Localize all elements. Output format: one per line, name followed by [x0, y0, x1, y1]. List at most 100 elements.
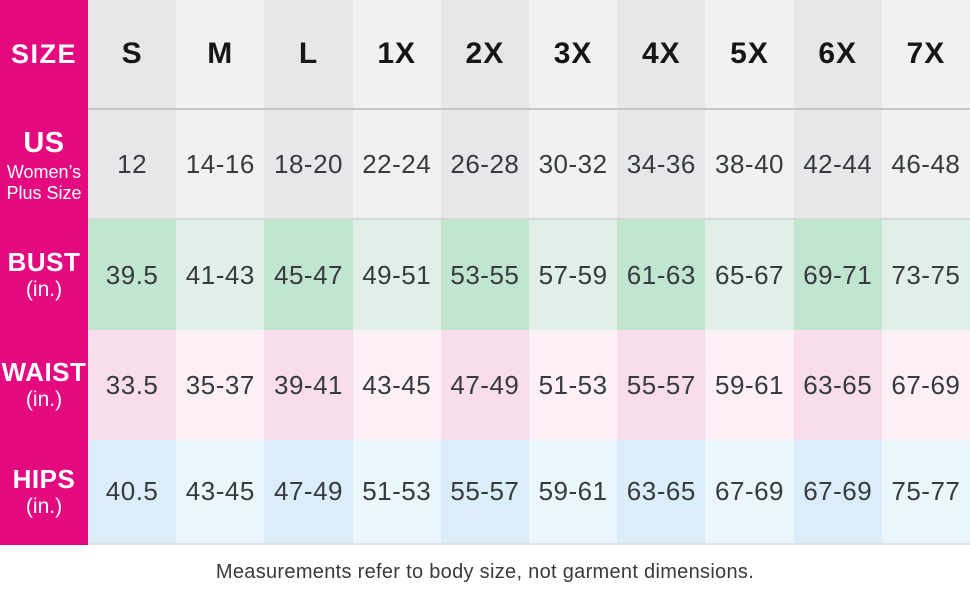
caption: Measurements refer to body size, not gar… [215, 561, 755, 583]
cell-value: 43-45 [362, 369, 432, 400]
column-header-3x: 3X [528, 0, 618, 110]
cell-value: 61-63 [626, 259, 696, 290]
cell-hips-5x: 67-69 [705, 440, 794, 545]
cell-value: 65-67 [714, 259, 784, 290]
cell-value: 51-53 [538, 369, 608, 400]
column-header-4x: 4X [617, 0, 706, 110]
cell-us-5x: 38-40 [705, 110, 794, 220]
cell-value: 45-47 [273, 259, 343, 290]
cell-hips-7x: 75-77 [881, 440, 970, 545]
row-header-us-sub: Women’s Plus Size [6, 161, 82, 203]
cell-value: 41-43 [185, 259, 255, 290]
cell-us-4x: 34-36 [617, 110, 706, 220]
column-header-label: 7X [906, 37, 946, 70]
cell-waist-m: 35-37 [176, 330, 265, 440]
cell-value: 57-59 [538, 259, 608, 290]
cell-value: 67-69 [891, 369, 961, 400]
cell-value: 39-41 [273, 369, 343, 400]
cell-bust-m: 41-43 [176, 220, 265, 330]
cell-hips-l: 47-49 [264, 440, 353, 545]
column-header-label: 4X [641, 37, 681, 70]
cell-value: 26-28 [450, 148, 520, 179]
cell-bust-6x: 69-71 [793, 220, 882, 330]
column-header-label: M [207, 37, 234, 70]
cell-value: 14-16 [185, 148, 255, 179]
cell-value: 53-55 [450, 259, 520, 290]
cell-us-3x: 30-32 [528, 110, 618, 220]
row-header-bust-sub: (in.) [25, 277, 63, 301]
cell-value: 34-36 [626, 148, 696, 179]
row-header-hips-main: HIPS [12, 464, 76, 495]
column-header-label: 3X [553, 37, 593, 70]
cell-bust-5x: 65-67 [705, 220, 794, 330]
cell-value: 46-48 [891, 148, 961, 179]
column-header-5x: 5X [705, 0, 794, 110]
column-header-label: S [121, 37, 143, 70]
cell-value: 67-69 [714, 476, 784, 506]
column-header-m: M [176, 0, 265, 110]
row-header-waist: WAIST (in.) [0, 330, 88, 440]
cell-value: 12 [117, 148, 148, 179]
cell-value: 18-20 [273, 148, 343, 179]
cell-us-m: 14-16 [176, 110, 265, 220]
cell-bust-2x: 53-55 [440, 220, 529, 330]
column-header-label: L [298, 37, 319, 70]
cell-value: 69-71 [803, 259, 873, 290]
cell-value: 55-57 [626, 369, 696, 400]
cell-value: 63-65 [803, 369, 873, 400]
cell-bust-4x: 61-63 [617, 220, 706, 330]
cell-hips-1x: 51-53 [352, 440, 441, 545]
cell-waist-2x: 47-49 [440, 330, 529, 440]
column-header-7x: 7X [881, 0, 970, 110]
cell-value: 30-32 [538, 148, 608, 179]
row-header-us-main: US [23, 126, 65, 159]
cell-waist-l: 39-41 [264, 330, 353, 440]
column-header-label: 5X [730, 37, 769, 70]
cell-bust-1x: 49-51 [352, 220, 441, 330]
cell-us-1x: 22-24 [352, 110, 441, 220]
column-header-s: S [88, 0, 177, 110]
cell-value: 75-77 [891, 476, 961, 506]
row-header-bust-main: BUST [7, 246, 81, 277]
cell-value: 73-75 [891, 259, 961, 290]
cell-value: 59-61 [714, 369, 784, 400]
cell-value: 55-57 [450, 476, 520, 506]
cell-value: 59-61 [538, 476, 608, 506]
cell-value: 47-49 [450, 369, 520, 400]
cell-hips-6x: 67-69 [793, 440, 882, 545]
cell-bust-l: 45-47 [264, 220, 353, 330]
cell-hips-4x: 63-65 [617, 440, 706, 545]
row-header-hips-sub: (in.) [25, 495, 63, 519]
column-header-label: 1X [377, 37, 417, 70]
corner-header: SIZE [0, 0, 88, 110]
cell-hips-2x: 55-57 [440, 440, 529, 545]
cell-value: 35-37 [185, 369, 255, 400]
cell-bust-3x: 57-59 [528, 220, 618, 330]
cell-value: 67-69 [803, 476, 873, 506]
cell-us-l: 18-20 [264, 110, 353, 220]
cell-waist-3x: 51-53 [528, 330, 618, 440]
cell-waist-5x: 59-61 [705, 330, 794, 440]
row-header-hips: HIPS (in.) [0, 440, 88, 545]
column-header-6x: 6X [793, 0, 882, 110]
cell-value: 49-51 [362, 259, 432, 290]
cell-value: 63-65 [626, 476, 696, 506]
corner-label: SIZE [10, 39, 77, 70]
cell-bust-7x: 73-75 [881, 220, 970, 330]
cell-value: 40.5 [105, 476, 159, 506]
size-chart-grid: SIZE S M L 1X 2X 3X 4X 5X 6X 7X US Women’s Plus Size… [0, 0, 970, 545]
cell-value: 22-24 [362, 148, 432, 179]
cell-value: 38-40 [714, 148, 784, 179]
cell-waist-4x: 55-57 [617, 330, 706, 440]
cell-value: 42-44 [803, 148, 873, 179]
cell-value: 51-53 [362, 476, 432, 506]
cell-us-s: 12 [88, 110, 177, 220]
cell-waist-6x: 63-65 [793, 330, 882, 440]
cell-waist-s: 33.5 [88, 330, 177, 440]
cell-us-6x: 42-44 [793, 110, 882, 220]
cell-waist-1x: 43-45 [352, 330, 441, 440]
column-header-l: L [264, 0, 353, 110]
cell-value: 47-49 [273, 476, 343, 506]
column-header-1x: 1X [352, 0, 441, 110]
